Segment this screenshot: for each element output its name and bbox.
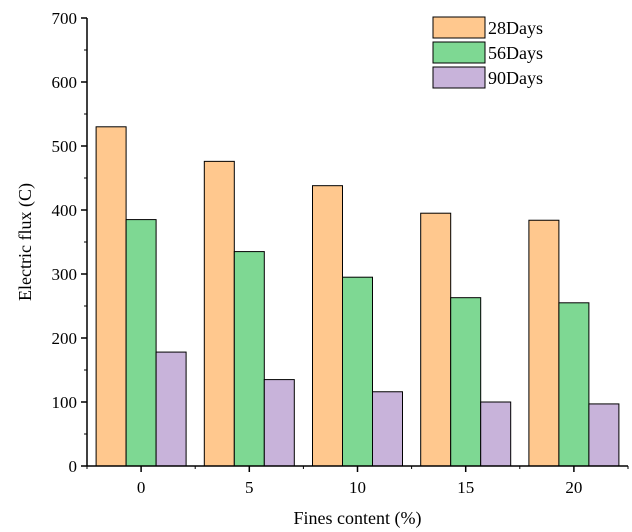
bars-group — [95, 126, 620, 467]
bar-56days-5 — [233, 251, 265, 467]
y-tick-label-200: 200 — [52, 329, 78, 348]
y-tick-label-0: 0 — [69, 457, 78, 476]
x-tick-label-20: 20 — [565, 478, 582, 497]
bar-28days-5 — [203, 160, 235, 467]
bar-90days-15 — [480, 401, 512, 467]
legend: 28Days 56Days 90Days — [432, 16, 543, 89]
y-tick-label-700: 700 — [52, 9, 78, 28]
bar-28days-0 — [95, 126, 127, 467]
y-axis-title: Electric flux (C) — [15, 183, 36, 301]
bar-90days-5 — [263, 379, 295, 467]
bar-28days-20 — [528, 219, 560, 467]
x-tick-label-0: 0 — [137, 478, 146, 497]
x-tick-label-5: 5 — [245, 478, 254, 497]
bar-56days-10 — [342, 276, 373, 467]
legend-label-28days: 28Days — [488, 18, 543, 38]
legend-swatch-56days — [432, 41, 486, 64]
bar-28days-15 — [420, 212, 452, 467]
bar-56days-15 — [450, 297, 482, 467]
legend-label-56days: 56Days — [488, 43, 543, 63]
x-tick-label-15: 15 — [457, 478, 474, 497]
bar-90days-10 — [372, 391, 403, 467]
bar-28days-10 — [312, 185, 343, 467]
bar-56days-20 — [558, 302, 590, 467]
y-tick-label-600: 600 — [52, 73, 78, 92]
axes-group: 0 100 200 300 400 500 600 700 0 5 10 15 20 — [52, 9, 629, 497]
legend-label-90days: 90Days — [488, 68, 543, 88]
bar-90days-0 — [155, 351, 187, 467]
x-tick-label-10: 10 — [349, 478, 366, 497]
y-tick-label-400: 400 — [52, 201, 78, 220]
bar-90days-20 — [588, 403, 620, 467]
y-tick-label-300: 300 — [52, 265, 78, 284]
y-tick-label-500: 500 — [52, 137, 78, 156]
y-tick-label-100: 100 — [52, 393, 78, 412]
legend-swatch-90days — [432, 66, 486, 89]
x-axis-title: Fines content (%) — [294, 508, 422, 529]
legend-swatch-28days — [432, 16, 486, 39]
bar-56days-0 — [125, 219, 157, 467]
